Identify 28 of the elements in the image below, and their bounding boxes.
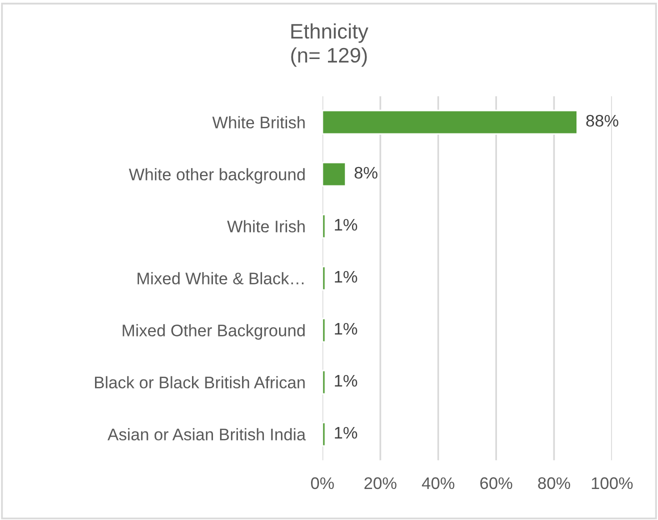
- x-tick-label: 0%: [311, 477, 334, 490]
- data-label: 1%: [334, 270, 358, 283]
- bar: [322, 214, 326, 239]
- bar: [322, 318, 326, 343]
- data-label: 8%: [354, 166, 378, 179]
- bar: [322, 162, 346, 187]
- x-tick-label: 40%: [422, 477, 454, 490]
- data-label: 88%: [586, 114, 618, 127]
- x-tick-label: 60%: [480, 477, 512, 490]
- y-tick-label: Mixed White & Black…: [138, 272, 304, 284]
- y-tick-label: Mixed Other Background: [122, 324, 305, 340]
- x-tick-label: 20%: [364, 477, 396, 490]
- data-label: 1%: [334, 322, 358, 335]
- data-label: 1%: [334, 218, 358, 231]
- bar: [322, 422, 326, 447]
- y-tick-label: White Irish: [227, 220, 305, 232]
- bar: [322, 370, 326, 395]
- bar: [322, 110, 578, 135]
- y-tick-label: Black or Black British African: [95, 376, 305, 388]
- x-tick-label: 80%: [538, 477, 570, 490]
- y-tick-label: White other background: [128, 168, 305, 184]
- data-label: 1%: [334, 374, 358, 387]
- y-tick-label: Asian or Asian British India: [108, 428, 306, 440]
- data-label: 1%: [334, 426, 358, 439]
- bar: [322, 266, 326, 291]
- chart-title: Ethnicity (n= 129): [291, 23, 368, 67]
- x-tick-label: 100%: [592, 477, 633, 490]
- y-tick-label: White British: [212, 116, 305, 128]
